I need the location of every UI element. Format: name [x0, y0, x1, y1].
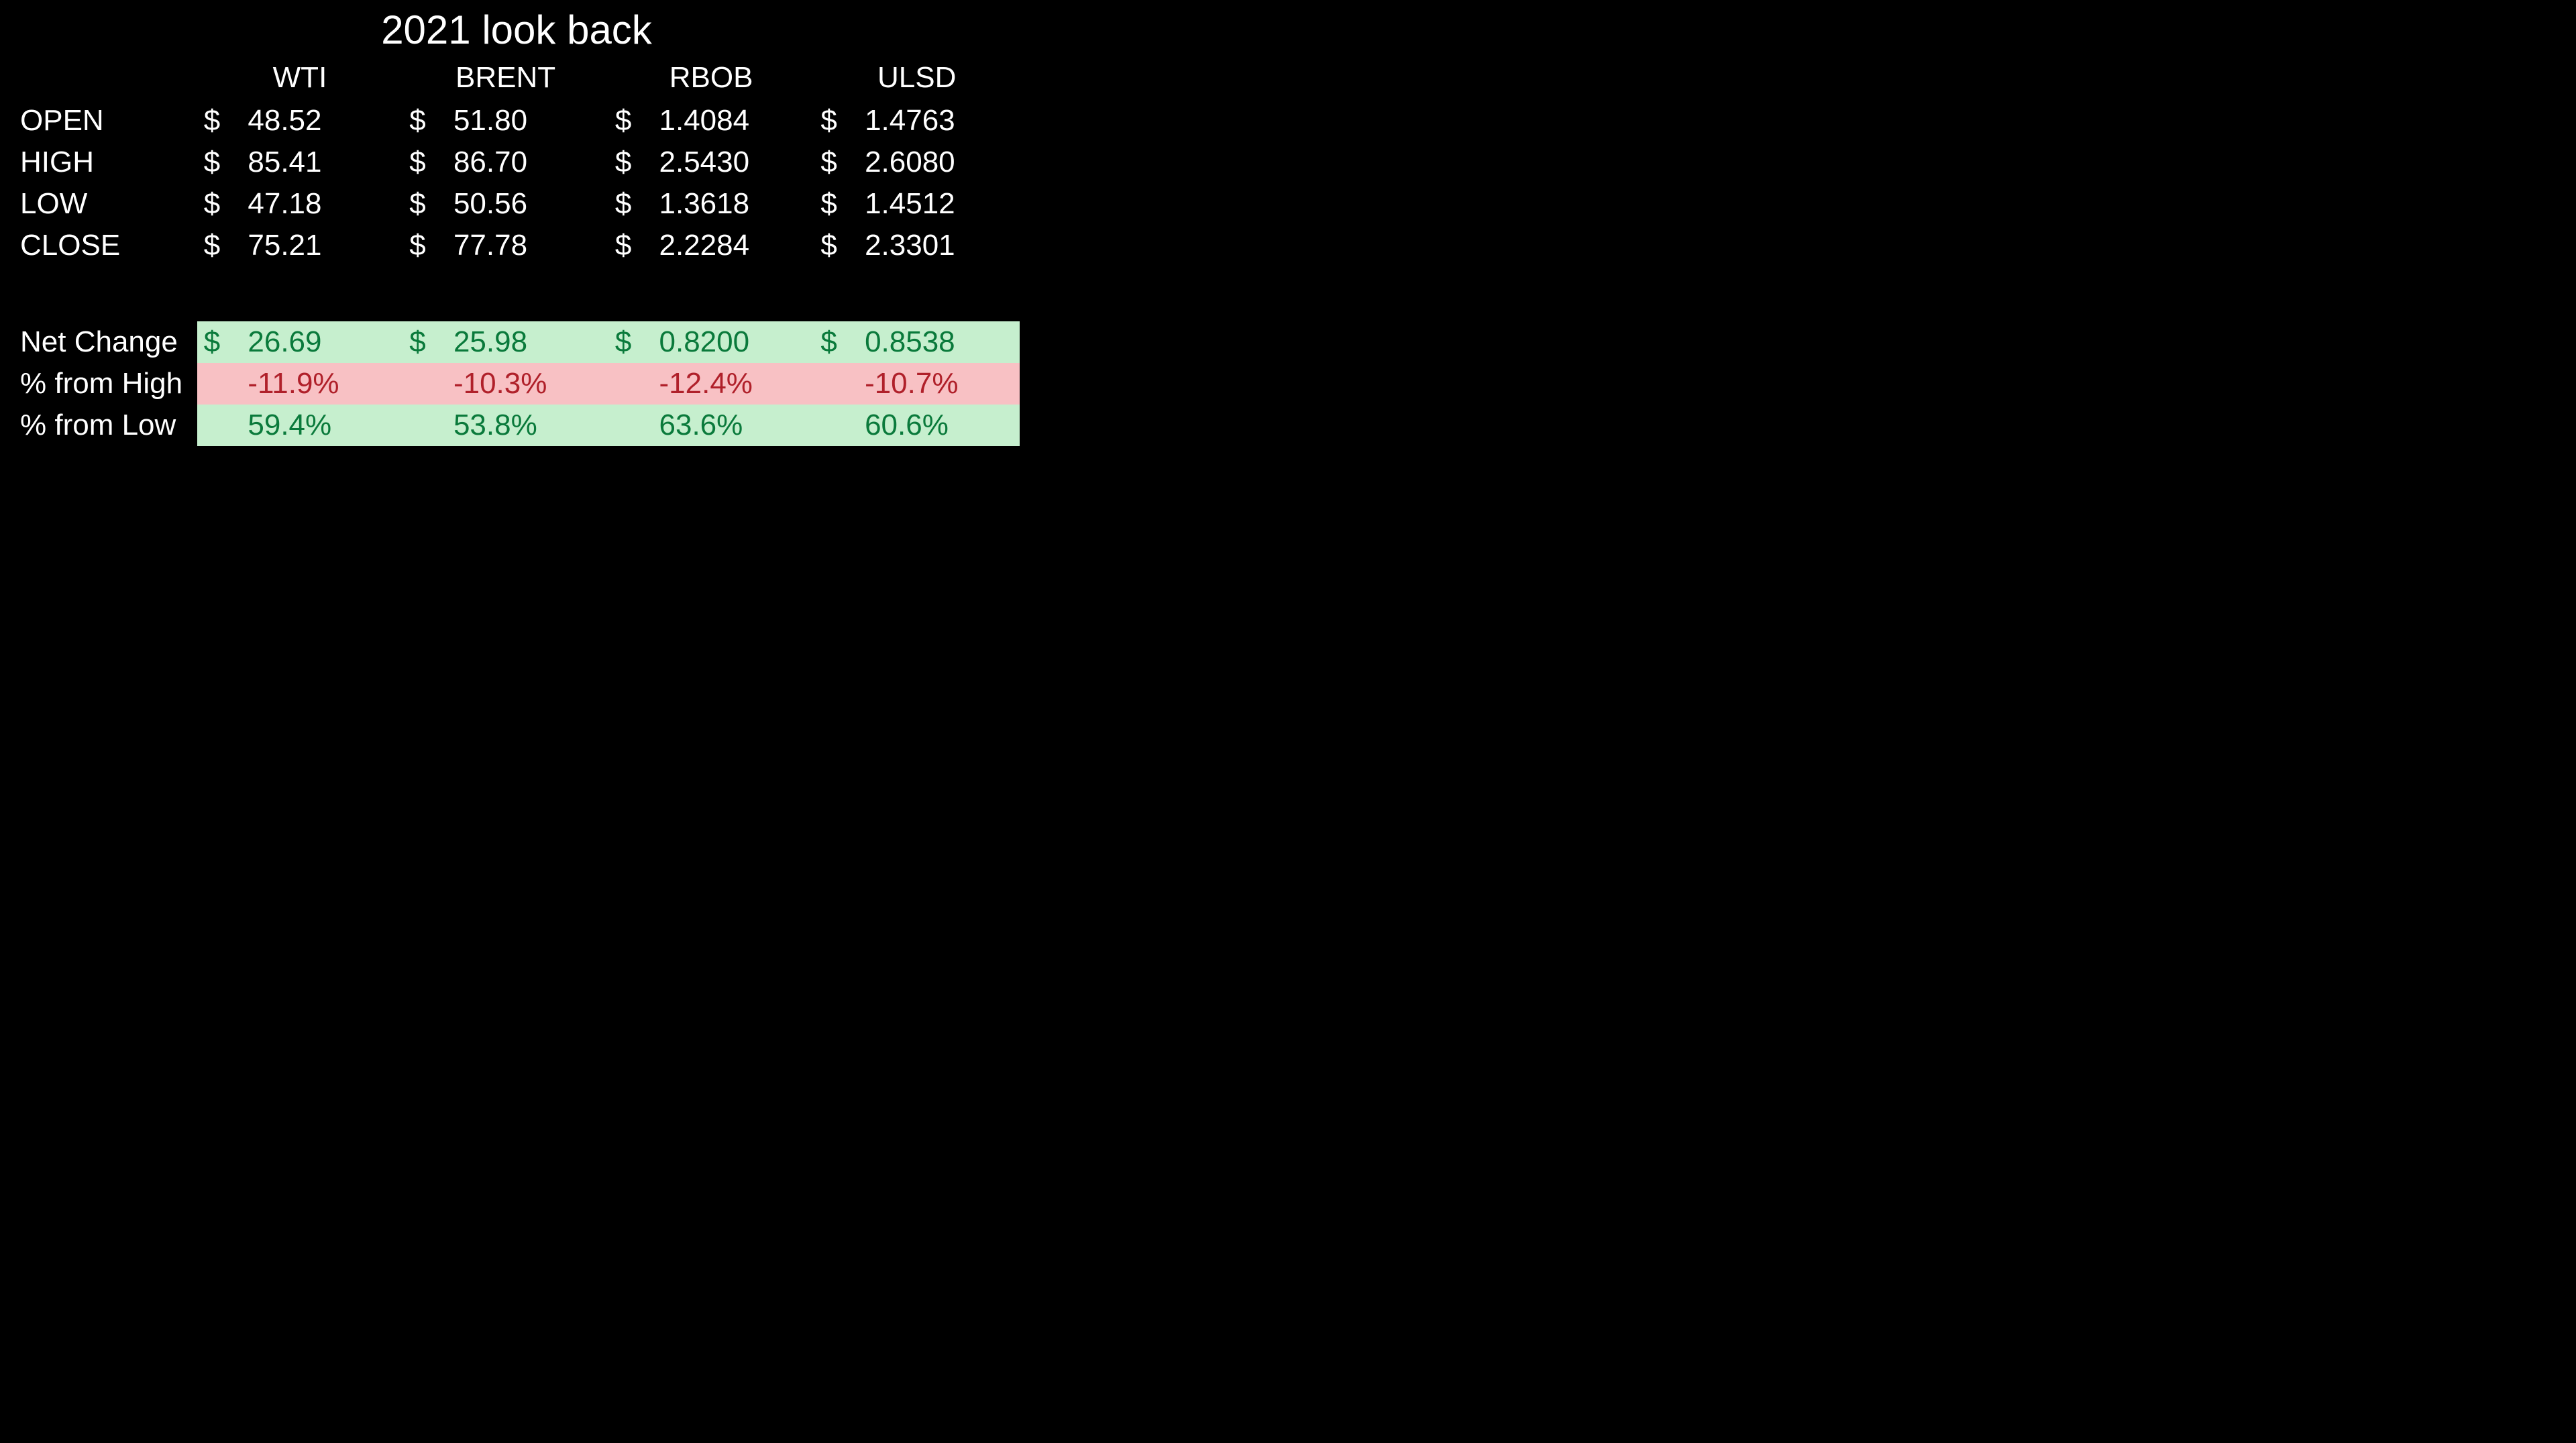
col-header: RBOB [608, 57, 814, 100]
currency-symbol [608, 405, 653, 446]
row-label: % from Low [13, 405, 197, 446]
lookback-table: WTI BRENT RBOB ULSD OPEN$48.52$51.80$1.4… [13, 57, 1020, 446]
currency-symbol [197, 363, 241, 405]
cell-value: 2.2284 [653, 225, 814, 266]
cell-value: 75.21 [241, 225, 402, 266]
currency-symbol [814, 363, 858, 405]
row-label: % from High [13, 363, 197, 405]
cell-value: 47.18 [241, 183, 402, 225]
cell-value: 48.52 [241, 100, 402, 142]
currency-symbol: $ [402, 225, 447, 266]
row-label: LOW [13, 183, 197, 225]
cell-value: 0.8538 [858, 321, 1020, 363]
table-row: % from Low 59.4% 53.8% 63.6% 60.6% [13, 405, 1020, 446]
cell-value: 2.6080 [858, 142, 1020, 183]
col-header: WTI [197, 57, 403, 100]
cell-value: 2.3301 [858, 225, 1020, 266]
row-label: Net Change [13, 321, 197, 363]
currency-symbol: $ [814, 183, 858, 225]
currency-symbol: $ [814, 225, 858, 266]
cell-value: 86.70 [447, 142, 608, 183]
cell-value: 1.4512 [858, 183, 1020, 225]
cell-value: 50.56 [447, 183, 608, 225]
currency-symbol [608, 363, 653, 405]
currency-symbol [197, 405, 241, 446]
spacer-row [13, 266, 1020, 321]
table-row: CLOSE$75.21$77.78$2.2284$2.3301 [13, 225, 1020, 266]
header-row: WTI BRENT RBOB ULSD [13, 57, 1020, 100]
cell-value: 85.41 [241, 142, 402, 183]
cell-value: -12.4% [653, 363, 814, 405]
cell-value: 51.80 [447, 100, 608, 142]
col-header: ULSD [814, 57, 1020, 100]
cell-value: 2.5430 [653, 142, 814, 183]
table-row: LOW$47.18$50.56$1.3618$1.4512 [13, 183, 1020, 225]
currency-symbol: $ [402, 321, 447, 363]
cell-value: -11.9% [241, 363, 402, 405]
table-row: Net Change$26.69$25.98$0.8200$0.8538 [13, 321, 1020, 363]
currency-symbol: $ [608, 183, 653, 225]
cell-value: -10.7% [858, 363, 1020, 405]
currency-symbol: $ [608, 321, 653, 363]
table-row: % from High -11.9% -10.3% -12.4% -10.7% [13, 363, 1020, 405]
page-title: 2021 look back [13, 7, 1020, 53]
cell-value: 1.4084 [653, 100, 814, 142]
table-container: 2021 look back WTI BRENT RBOB ULSD OPEN$… [0, 0, 1033, 473]
currency-symbol: $ [402, 142, 447, 183]
cell-value: 1.4763 [858, 100, 1020, 142]
currency-symbol [402, 363, 447, 405]
cell-value: 63.6% [653, 405, 814, 446]
currency-symbol: $ [608, 225, 653, 266]
table-row: OPEN$48.52$51.80$1.4084$1.4763 [13, 100, 1020, 142]
cell-value: 0.8200 [653, 321, 814, 363]
table-row: HIGH$85.41$86.70$2.5430$2.6080 [13, 142, 1020, 183]
currency-symbol: $ [197, 183, 241, 225]
currency-symbol: $ [608, 142, 653, 183]
currency-symbol: $ [402, 183, 447, 225]
cell-value: 59.4% [241, 405, 402, 446]
currency-symbol: $ [814, 321, 858, 363]
row-label: HIGH [13, 142, 197, 183]
currency-symbol [814, 405, 858, 446]
currency-symbol: $ [197, 225, 241, 266]
currency-symbol [402, 405, 447, 446]
cell-value: 77.78 [447, 225, 608, 266]
cell-value: 53.8% [447, 405, 608, 446]
cell-value: 60.6% [858, 405, 1020, 446]
col-header: BRENT [402, 57, 608, 100]
currency-symbol: $ [814, 100, 858, 142]
currency-symbol: $ [197, 100, 241, 142]
cell-value: 1.3618 [653, 183, 814, 225]
currency-symbol: $ [197, 142, 241, 183]
currency-symbol: $ [608, 100, 653, 142]
cell-value: 26.69 [241, 321, 402, 363]
row-label: CLOSE [13, 225, 197, 266]
cell-value: 25.98 [447, 321, 608, 363]
row-label: OPEN [13, 100, 197, 142]
cell-value: -10.3% [447, 363, 608, 405]
currency-symbol: $ [814, 142, 858, 183]
currency-symbol: $ [402, 100, 447, 142]
currency-symbol: $ [197, 321, 241, 363]
